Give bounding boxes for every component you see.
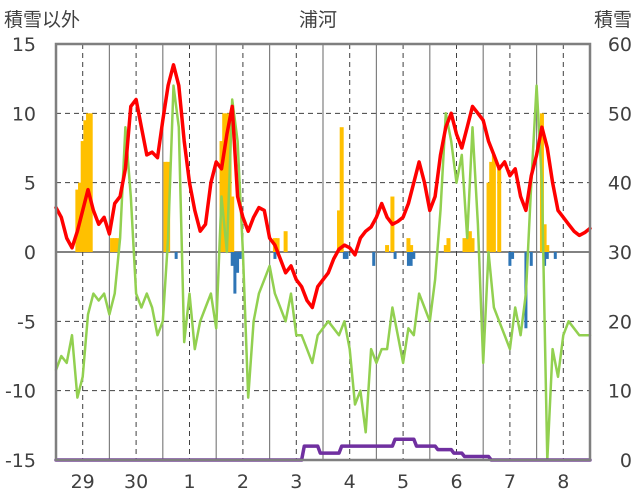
snow-change-bar [233, 252, 237, 294]
precipitation-bar [86, 113, 91, 252]
snow-change-bar [273, 252, 277, 259]
snow-change-bar [230, 252, 234, 266]
temperature-line [54, 63, 592, 310]
precipitation-bar [75, 189, 80, 252]
precipitation-bar [83, 120, 88, 253]
precipitation-bar [283, 231, 288, 252]
precipitation-bar [406, 238, 411, 252]
day-tick-label: 30 [124, 471, 148, 493]
precipitation-bar [491, 154, 496, 252]
right-tick-label: 0 [620, 450, 632, 472]
snow-change-bar [409, 252, 413, 266]
snow-change-bar [412, 252, 416, 259]
snow-change-bar [342, 252, 346, 259]
precipitation-bar [275, 238, 280, 252]
right-tick-label: 20 [608, 311, 632, 333]
snow-change-bar [372, 252, 376, 266]
left-tick-label: -15 [5, 450, 36, 472]
precipitation-bar [112, 238, 117, 252]
day-tick-label: 4 [344, 471, 356, 493]
precipitation-bar [489, 161, 494, 252]
day-tick-label: 8 [557, 471, 569, 493]
line-series [54, 63, 592, 462]
precipitation-bar [385, 245, 390, 252]
precipitation-bar [462, 238, 467, 252]
snow-change-bar [508, 252, 512, 266]
snow-change-bar [236, 252, 240, 273]
precipitation-bar [110, 238, 115, 252]
snow-depth-line [54, 437, 592, 462]
snow-change-bar [393, 252, 397, 259]
precipitation-bar [497, 168, 502, 252]
snow-change-bar [345, 252, 349, 259]
snow-change-bar [511, 252, 515, 259]
precipitation-bar [465, 238, 470, 252]
day-tick-label: 5 [397, 471, 409, 493]
right-axis-label: 積雪 [594, 9, 632, 31]
precipitation-bar [446, 238, 451, 252]
day-tick-label: 1 [183, 471, 195, 493]
day-tick-label: 29 [71, 471, 95, 493]
precipitation-bar [409, 245, 414, 252]
precipitation-bar [115, 238, 120, 252]
wind-line [54, 84, 592, 462]
precipitation-bar [80, 141, 85, 252]
left-tick-label: -10 [5, 381, 36, 403]
precipitation-bar [470, 238, 475, 252]
snow-change-bar [553, 252, 557, 259]
right-tick-label: 40 [608, 173, 632, 195]
right-tick-label: 50 [608, 103, 632, 125]
plot-border [54, 42, 592, 462]
precipitation-bar [337, 210, 342, 252]
precipitation-bar [443, 245, 448, 252]
snow-change-bar [406, 252, 410, 266]
left-tick-label: 0 [24, 242, 36, 264]
left-tick-label: 10 [12, 103, 36, 125]
precipitation-bar [545, 245, 550, 252]
precipitation-bar [339, 127, 344, 252]
precipitation-bar [230, 196, 235, 252]
chart-title: 浦河 [299, 9, 337, 31]
snow-change-bar [238, 252, 242, 259]
precipitation-bar [88, 113, 93, 252]
right-tick-label: 60 [608, 34, 632, 56]
left-tick-label: 5 [24, 173, 36, 195]
left-tick-label: -5 [17, 311, 36, 333]
day-tick-label: 7 [504, 471, 516, 493]
right-tick-label: 10 [608, 381, 632, 403]
day-tick-label: 6 [450, 471, 462, 493]
snow-change-bar [545, 252, 549, 259]
precipitation-bar [467, 231, 472, 252]
snow-change-bar [529, 252, 533, 266]
right-tick-label: 30 [608, 242, 632, 264]
left-tick-label: 15 [12, 34, 36, 56]
snow-change-bar [174, 252, 178, 259]
day-tick-label: 3 [290, 471, 302, 493]
precipitation-bar [222, 113, 227, 252]
precipitation-bar [224, 113, 229, 252]
left-axis-label: 積雪以外 [4, 9, 80, 31]
plot-frame [54, 42, 592, 462]
precipitation-bar [542, 224, 547, 252]
precipitation-bar [163, 161, 168, 252]
day-tick-label: 2 [237, 471, 249, 493]
precipitation-bar [486, 182, 491, 252]
